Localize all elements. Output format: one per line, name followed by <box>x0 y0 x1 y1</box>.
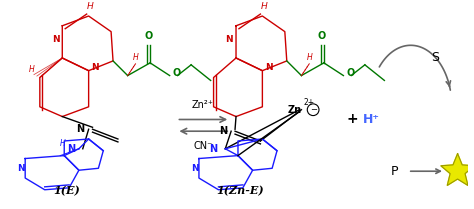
Text: H: H <box>306 53 312 62</box>
Text: S: S <box>431 51 439 64</box>
Polygon shape <box>441 154 474 185</box>
Text: N: N <box>265 63 273 72</box>
Text: H: H <box>87 2 94 11</box>
Text: +: + <box>346 112 358 126</box>
Text: −: − <box>310 105 317 114</box>
Text: N: N <box>67 144 75 154</box>
Text: O: O <box>144 31 152 41</box>
Text: N: N <box>219 126 227 136</box>
Text: H: H <box>29 65 35 74</box>
Text: O: O <box>346 68 355 78</box>
Text: N: N <box>191 164 199 173</box>
Text: Zn: Zn <box>287 105 301 115</box>
Text: O: O <box>318 31 326 41</box>
Text: N: N <box>226 36 233 45</box>
Text: CN⁻: CN⁻ <box>193 141 212 151</box>
Text: 2+: 2+ <box>303 98 314 107</box>
Text: N: N <box>77 124 85 134</box>
Text: H: H <box>261 2 268 11</box>
Text: N: N <box>210 144 218 154</box>
Text: P: P <box>391 165 398 178</box>
Text: H: H <box>59 139 65 148</box>
Text: H: H <box>133 53 138 62</box>
Text: 1(E): 1(E) <box>53 186 80 197</box>
Text: N: N <box>52 36 59 45</box>
Text: N: N <box>91 63 99 72</box>
Text: N: N <box>18 164 25 173</box>
Text: O: O <box>173 68 181 78</box>
Text: Zn²⁺: Zn²⁺ <box>192 100 214 110</box>
Text: H⁺: H⁺ <box>363 113 380 126</box>
Text: 1(Zn-E): 1(Zn-E) <box>216 186 264 197</box>
